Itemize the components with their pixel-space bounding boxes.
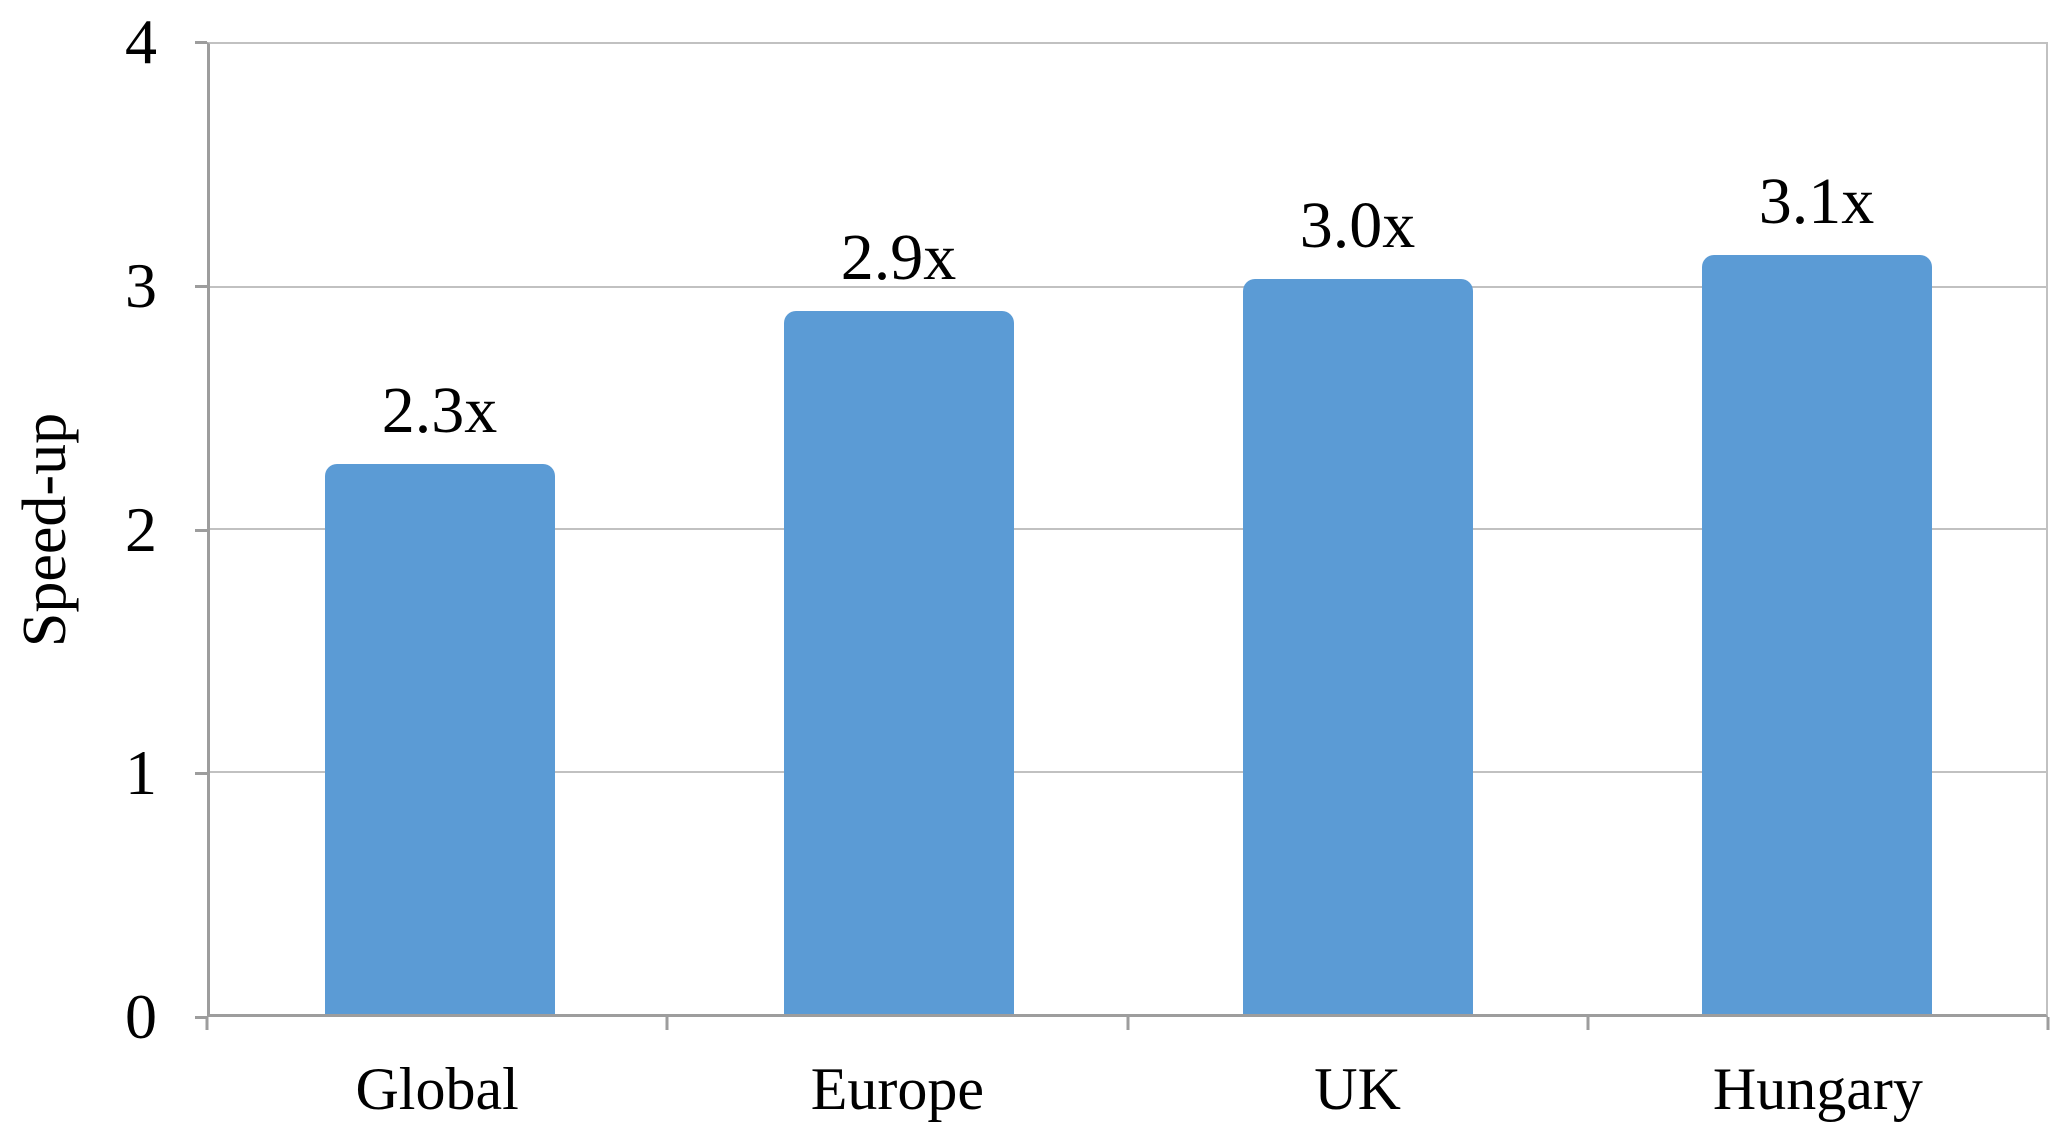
x-tick-mark <box>1126 1017 1129 1030</box>
y-tick-mark <box>195 1016 207 1019</box>
x-tick-mark <box>1586 1017 1590 1030</box>
plot-area: 2.3x 2.9x 3.0x 3.1x <box>207 42 2048 1017</box>
y-tick-label: 4 <box>125 6 157 77</box>
x-tick-mark <box>205 1017 209 1030</box>
y-tick-label: 2 <box>125 493 157 565</box>
bar-value-label: 3.0x <box>1299 189 1416 263</box>
x-category-label: Europe <box>810 1056 985 1122</box>
x-category-label: UK <box>1314 1056 1401 1122</box>
x-category-label: Global <box>355 1056 519 1122</box>
gridline <box>210 285 2046 288</box>
y-tick-label: 3 <box>125 249 157 321</box>
bar <box>324 463 555 1014</box>
y-tick-label: 1 <box>125 737 157 809</box>
x-tick-mark <box>665 1017 669 1030</box>
gridline <box>210 770 2046 773</box>
y-tick-label: 0 <box>125 981 157 1052</box>
y-tick-mark <box>195 528 207 532</box>
x-category-label: Hungary <box>1712 1056 1923 1122</box>
bar-value-label: 2.3x <box>381 373 498 447</box>
bar <box>1701 254 1932 1014</box>
bar-value-label: 2.9x <box>840 220 957 294</box>
y-tick-mark <box>195 41 207 44</box>
y-tick-mark <box>195 284 207 288</box>
gridline <box>210 528 2046 530</box>
bar <box>783 310 1014 1014</box>
x-axis: Global Europe UK Hungary <box>205 1017 2050 1135</box>
bar-value-label: 3.1x <box>1758 164 1875 238</box>
bar <box>1242 279 1473 1014</box>
x-tick-mark <box>2046 1017 2050 1030</box>
y-tick-mark <box>195 772 207 776</box>
